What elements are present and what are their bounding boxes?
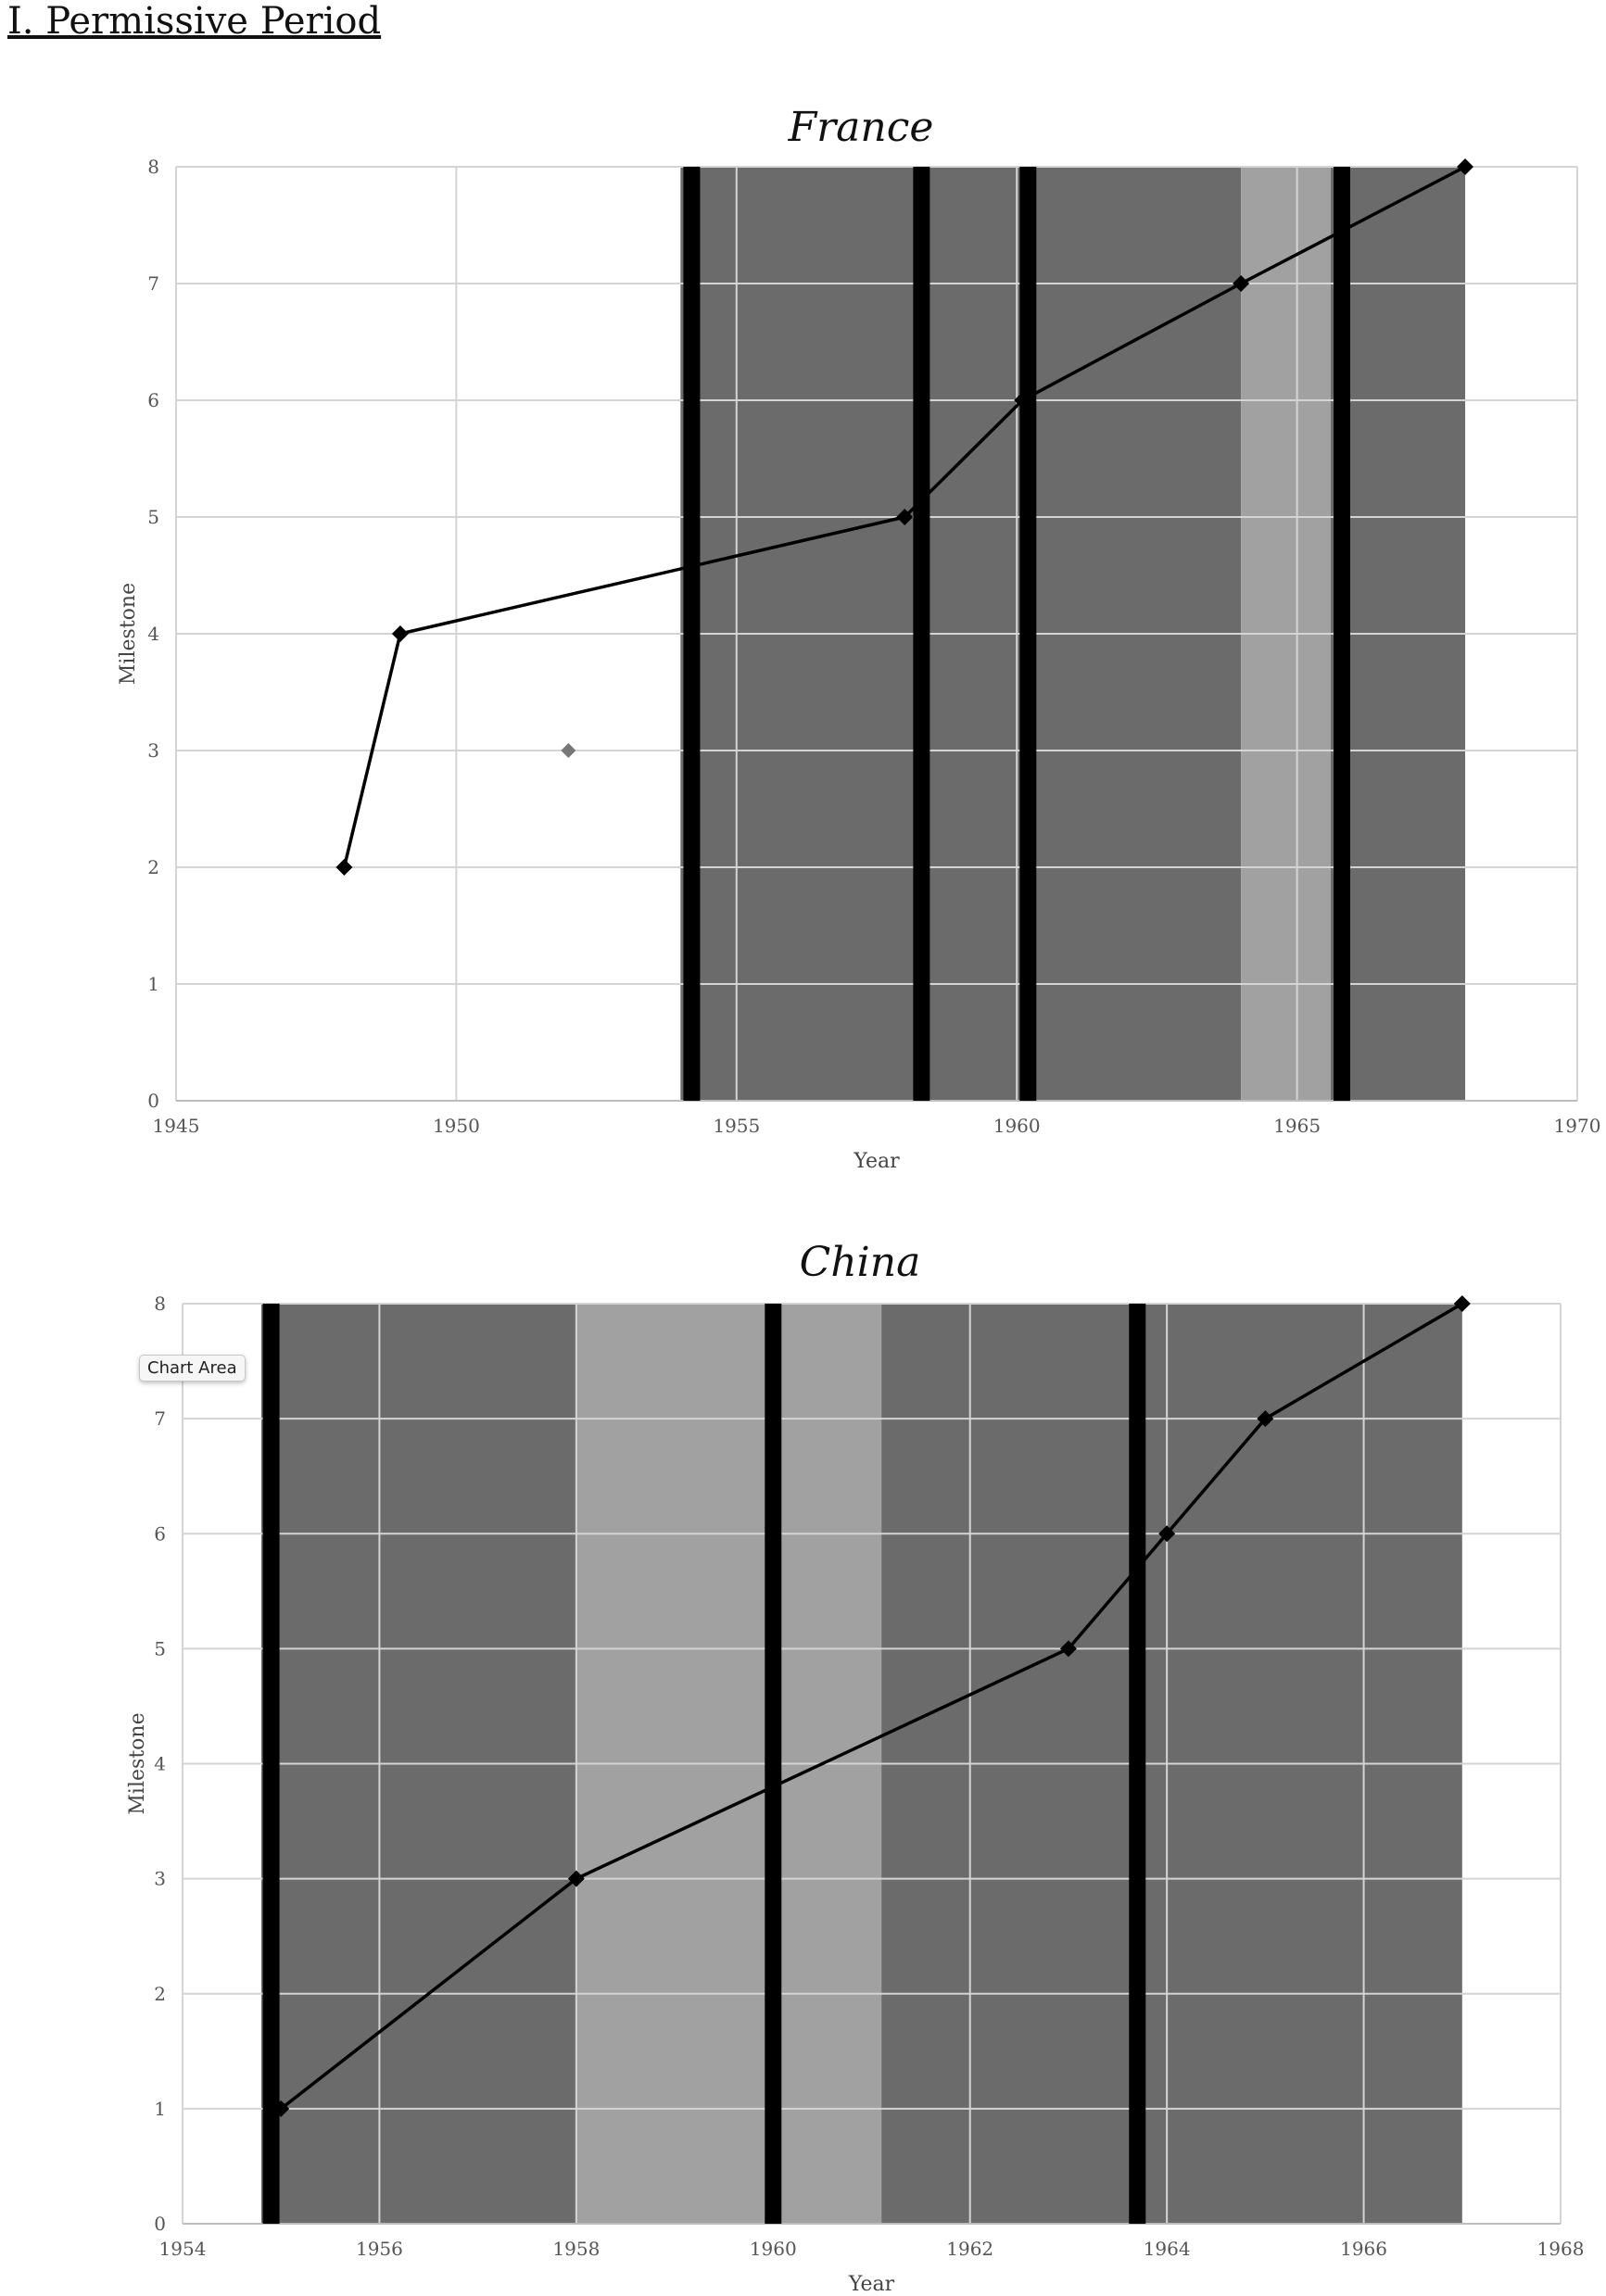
section-heading: I. Permissive Period	[7, 0, 382, 43]
x-tick-label: 1954	[159, 2238, 207, 2260]
chart-area-tooltip: Chart Area	[139, 1355, 246, 1381]
y-tick-label: 1	[154, 2098, 166, 2120]
x-tick-label: 1945	[153, 1115, 200, 1137]
x-tick-label: 1966	[1340, 2238, 1387, 2260]
x-tick-label: 1962	[946, 2238, 993, 2260]
x-tick-label: 1968	[1537, 2238, 1585, 2260]
y-tick-label: 6	[147, 389, 159, 411]
x-tick-label: 1955	[713, 1115, 760, 1137]
x-axis-label: Year	[848, 2273, 895, 2296]
vertical-marker-1	[913, 167, 930, 1101]
china-chart[interactable]: China 1954 1956 1958 1960 1962 1964 1966 1968 0 1 2…	[0, 1218, 1606, 2296]
data-point	[1014, 392, 1031, 409]
x-tick-label: 1965	[1273, 1115, 1321, 1137]
france-chart[interactable]: France 1945 1950 1955 1960 1965 1970 0 1 2 3 4 5 6 7 8 Y…	[0, 83, 1606, 1195]
data-point	[272, 2100, 290, 2117]
chart-title: France	[788, 104, 934, 151]
data-point	[1257, 1410, 1274, 1428]
chart-title: China	[800, 1239, 921, 1286]
y-tick-label: 0	[147, 1090, 159, 1112]
y-tick-label: 5	[147, 506, 159, 528]
x-tick-label: 1970	[1554, 1115, 1601, 1137]
vertical-marker-1	[765, 1304, 782, 2224]
x-tick-label: 1958	[552, 2238, 600, 2260]
y-tick-label: 7	[147, 272, 159, 295]
data-point	[896, 509, 914, 525]
vertical-marker-0	[683, 167, 701, 1101]
vertical-marker-3	[1333, 167, 1350, 1101]
y-tick-label: 0	[154, 2213, 166, 2235]
y-tick-label: 3	[154, 1868, 166, 1890]
y-tick-label: 4	[147, 623, 159, 645]
x-tick-label: 1960	[750, 2238, 797, 2260]
x-tick-label: 1960	[993, 1115, 1041, 1137]
data-point	[567, 1870, 585, 1887]
y-tick-label: 8	[147, 156, 159, 178]
y-tick-label: 1	[147, 973, 159, 995]
y-tick-label: 8	[154, 1293, 166, 1315]
vertical-marker-2	[1019, 167, 1037, 1101]
vertical-marker-0	[262, 1304, 280, 2224]
x-axis-label: Year	[853, 1150, 900, 1173]
y-tick-label: 2	[154, 1983, 166, 2005]
data-point	[1457, 158, 1474, 175]
y-tick-label: 2	[147, 856, 159, 878]
vertical-marker-2	[1129, 1304, 1146, 2224]
x-tick-label: 1956	[356, 2238, 403, 2260]
series-line	[342, 165, 1466, 868]
data-point	[335, 859, 353, 876]
y-tick-label: 7	[154, 1407, 166, 1430]
x-tick-label: 1950	[433, 1115, 480, 1137]
data-point	[1059, 1640, 1077, 1658]
data-point	[1233, 275, 1250, 292]
y-axis-label: Milestone	[117, 583, 140, 685]
x-tick-label: 1964	[1144, 2238, 1191, 2260]
data-point	[1158, 1525, 1176, 1543]
series-line	[280, 1302, 1463, 2111]
y-axis-label: Milestone	[126, 1712, 149, 1814]
isolated-data-point	[561, 743, 576, 758]
y-tick-label: 6	[154, 1522, 166, 1545]
data-point	[391, 625, 409, 642]
data-point	[1453, 1295, 1471, 1312]
y-tick-label: 4	[154, 1753, 166, 1775]
y-tick-label: 5	[154, 1637, 166, 1659]
y-tick-label: 3	[147, 739, 159, 762]
